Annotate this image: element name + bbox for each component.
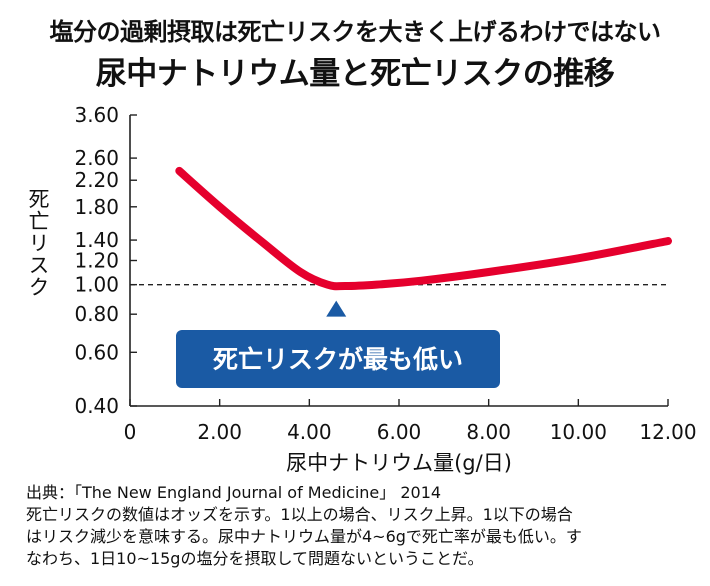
y-tick-label: 1.80 (74, 195, 119, 219)
risk-line (175, 166, 672, 291)
annotation-box (176, 330, 500, 388)
x-tick-label: 12.00 (639, 420, 696, 444)
note-line-3: なわち、1日10~15gの塩分を摂取して問題ないということだ。 (26, 549, 484, 568)
y-tick-label: 1.20 (74, 249, 119, 273)
note-line-1: 死亡リスクの数値はオッズを示す。1以上の場合、リスク上昇。1以下の場合 (26, 505, 573, 524)
x-tick-label: 6.00 (377, 420, 422, 444)
source-line: 出典：「The New England Journal of Medicine」… (26, 483, 442, 502)
x-tick-label: 10.00 (550, 420, 607, 444)
y-tick-label: 2.20 (74, 168, 119, 192)
y-tick-label: 1.00 (74, 273, 119, 297)
chart-area: 0.40 0.60 0.80 1.001.201.40 1.80 2.202.60 3.60… (26, 103, 697, 475)
y-tick-label: 1.40 (74, 228, 119, 252)
annotation-pointer (326, 300, 347, 317)
chart-title: 尿中ナトリウム量と死亡リスクの推移 (95, 56, 615, 92)
y-tick-label: 2.60 (74, 146, 119, 170)
footer-notes: 出典：「The New England Journal of Medicine」… (26, 482, 702, 570)
x-tick-label: 0 (124, 420, 137, 444)
annotation-label: 死亡リスクが最も低い (213, 345, 463, 374)
y-tick-label: 0.80 (74, 302, 119, 326)
y-tick-label: 0.40 (74, 394, 119, 418)
x-tick-label: 4.00 (287, 420, 332, 444)
x-tick-label: 8.00 (466, 420, 511, 444)
y-tick-label: 0.60 (74, 340, 119, 364)
x-tick-label: 2.00 (197, 420, 242, 444)
x-axis-label: 尿中ナトリウム量(g/日) (286, 451, 512, 475)
note-line-2: はリスク減少を意味する。尿中ナトリウム量が4~6gで死亡率が最も低い。す (26, 527, 582, 546)
chart-subtitle: 塩分の過剰摂取は死亡リスクを大きく上げるわけではない (49, 18, 662, 46)
y-tick-label: 3.60 (74, 103, 119, 127)
y-axis-label: 死亡リスク (26, 188, 50, 298)
